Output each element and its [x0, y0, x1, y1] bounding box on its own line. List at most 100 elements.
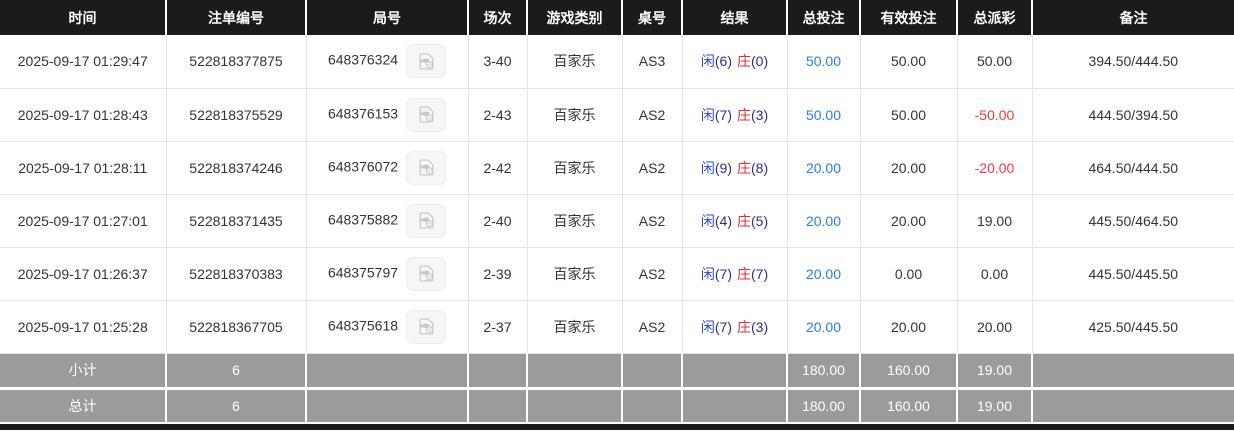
cell-time: 2025-09-17 01:27:01 — [0, 194, 167, 248]
result-player-score: (4) — [714, 212, 732, 229]
cell-payout: -50.00 — [957, 88, 1033, 142]
total-label: 总计 — [0, 388, 167, 424]
cell-payout: 20.00 — [957, 300, 1033, 354]
cell-round: 648376072 — [306, 141, 469, 195]
cell-bet-id: 522818375529 — [166, 88, 307, 142]
cell-bet-id: 522818377875 — [166, 35, 307, 89]
result-player-label: 闲 — [700, 53, 715, 70]
video-replay-button[interactable] — [406, 309, 447, 344]
cell-valid-bet: 20.00 — [860, 300, 958, 354]
result-banker-label: 庄 — [737, 318, 751, 335]
result-player-score: (9) — [714, 159, 732, 176]
subtotal-valid-bet: 160.00 — [860, 353, 958, 390]
cell-result: 闲(4) 庄(5) — [682, 194, 788, 248]
video-file-icon — [419, 265, 433, 282]
result-player-score: (7) — [714, 106, 732, 123]
cell-round: 648376153 — [306, 88, 469, 142]
cell-game-type: 百家乐 — [527, 35, 623, 89]
video-replay-button[interactable] — [406, 44, 447, 79]
video-file-icon — [419, 159, 433, 176]
result-banker-score: (0) — [751, 53, 769, 70]
table-row: 2025-09-17 01:28:43 522818375529 6483761… — [0, 88, 1234, 142]
cell-round: 648375797 — [306, 247, 469, 301]
col-header-bet-id: 注单编号 — [166, 0, 307, 35]
result-player-label: 闲 — [700, 106, 715, 123]
result-player-score: (7) — [714, 318, 732, 335]
cell-table-no: AS3 — [622, 35, 683, 89]
cell-bet-id: 522818370383 — [166, 247, 307, 301]
col-header-total-bet: 总投注 — [787, 0, 861, 35]
total-total-bet: 180.00 — [787, 388, 861, 424]
result-player-label: 闲 — [700, 265, 715, 282]
result-banker-score: (8) — [751, 159, 769, 176]
result-player-label: 闲 — [700, 318, 715, 335]
bottom-bar — [0, 424, 1234, 430]
table-row: 2025-09-17 01:28:11 522818374246 6483760… — [0, 141, 1234, 195]
subtotal-count: 6 — [166, 353, 307, 390]
subtotal-row: 小计 6 180.00 160.00 19.00 — [0, 353, 1234, 390]
subtotal-empty-result — [682, 353, 788, 390]
round-number: 648375618 — [327, 317, 399, 334]
video-file-icon — [419, 106, 433, 123]
video-replay-button[interactable] — [406, 203, 447, 238]
round-number: 648375882 — [327, 211, 399, 228]
cell-table-no: AS2 — [622, 247, 683, 301]
cell-payout: 19.00 — [957, 194, 1033, 248]
video-replay-button[interactable] — [406, 97, 447, 132]
subtotal-empty-game-type — [527, 353, 623, 390]
cell-result: 闲(7) 庄(7) — [682, 247, 788, 301]
result-banker-score: (3) — [751, 318, 769, 335]
cell-valid-bet: 50.00 — [860, 35, 958, 89]
total-empty-table-no — [622, 388, 683, 424]
cell-bet-id: 522818371435 — [166, 194, 307, 248]
cell-remark: 445.50/445.50 — [1032, 247, 1234, 301]
cell-total-bet: 20.00 — [787, 247, 861, 301]
cell-valid-bet: 50.00 — [860, 88, 958, 142]
subtotal-empty-session — [468, 353, 528, 390]
cell-session: 2-43 — [468, 88, 528, 142]
video-replay-button[interactable] — [406, 150, 447, 185]
result-player-score: (6) — [714, 53, 732, 70]
cell-game-type: 百家乐 — [527, 194, 623, 248]
table-row: 2025-09-17 01:26:37 522818370383 6483757… — [0, 247, 1234, 301]
cell-remark: 445.50/464.50 — [1032, 194, 1234, 248]
video-replay-button[interactable] — [406, 256, 447, 291]
result-banker-label: 庄 — [737, 212, 751, 229]
round-number: 648375797 — [327, 264, 399, 281]
cell-bet-id: 522818367705 — [166, 300, 307, 354]
cell-remark: 464.50/444.50 — [1032, 141, 1234, 195]
col-header-table-no: 桌号 — [622, 0, 683, 35]
cell-total-bet: 20.00 — [787, 300, 861, 354]
cell-total-bet: 50.00 — [787, 88, 861, 142]
col-header-payout: 总派彩 — [957, 0, 1033, 35]
cell-session: 2-42 — [468, 141, 528, 195]
cell-time: 2025-09-17 01:28:11 — [0, 141, 167, 195]
cell-remark: 444.50/394.50 — [1032, 88, 1234, 142]
table-header-row: 时间 注单编号 局号 场次 游戏类别 桌号 结果 总投注 有效投注 总派彩 备注 — [0, 0, 1234, 35]
summary-body: 小计 6 180.00 160.00 19.00 总计 6 1 — [0, 353, 1234, 424]
video-file-icon — [419, 212, 433, 229]
total-empty-game-type — [527, 388, 623, 424]
round-number: 648376153 — [327, 105, 399, 122]
col-header-game-type: 游戏类别 — [527, 0, 623, 35]
cell-result: 闲(7) 庄(3) — [682, 300, 788, 354]
table-row: 2025-09-17 01:29:47 522818377875 6483763… — [0, 35, 1234, 89]
subtotal-payout: 19.00 — [957, 353, 1033, 390]
cell-table-no: AS2 — [622, 88, 683, 142]
cell-valid-bet: 0.00 — [860, 247, 958, 301]
total-count: 6 — [166, 388, 307, 424]
cell-result: 闲(7) 庄(3) — [682, 88, 788, 142]
result-banker-score: (5) — [751, 212, 769, 229]
total-valid-bet: 160.00 — [860, 388, 958, 424]
cell-game-type: 百家乐 — [527, 247, 623, 301]
cell-round: 648376324 — [306, 35, 469, 89]
cell-valid-bet: 20.00 — [860, 141, 958, 195]
cell-payout: 50.00 — [957, 35, 1033, 89]
cell-game-type: 百家乐 — [527, 300, 623, 354]
table-body: 2025-09-17 01:29:47 522818377875 6483763… — [0, 35, 1234, 354]
col-header-session: 场次 — [468, 0, 528, 35]
cell-total-bet: 50.00 — [787, 35, 861, 89]
subtotal-empty-remark — [1032, 353, 1234, 390]
result-player-score: (7) — [714, 265, 732, 282]
cell-result: 闲(9) 庄(8) — [682, 141, 788, 195]
